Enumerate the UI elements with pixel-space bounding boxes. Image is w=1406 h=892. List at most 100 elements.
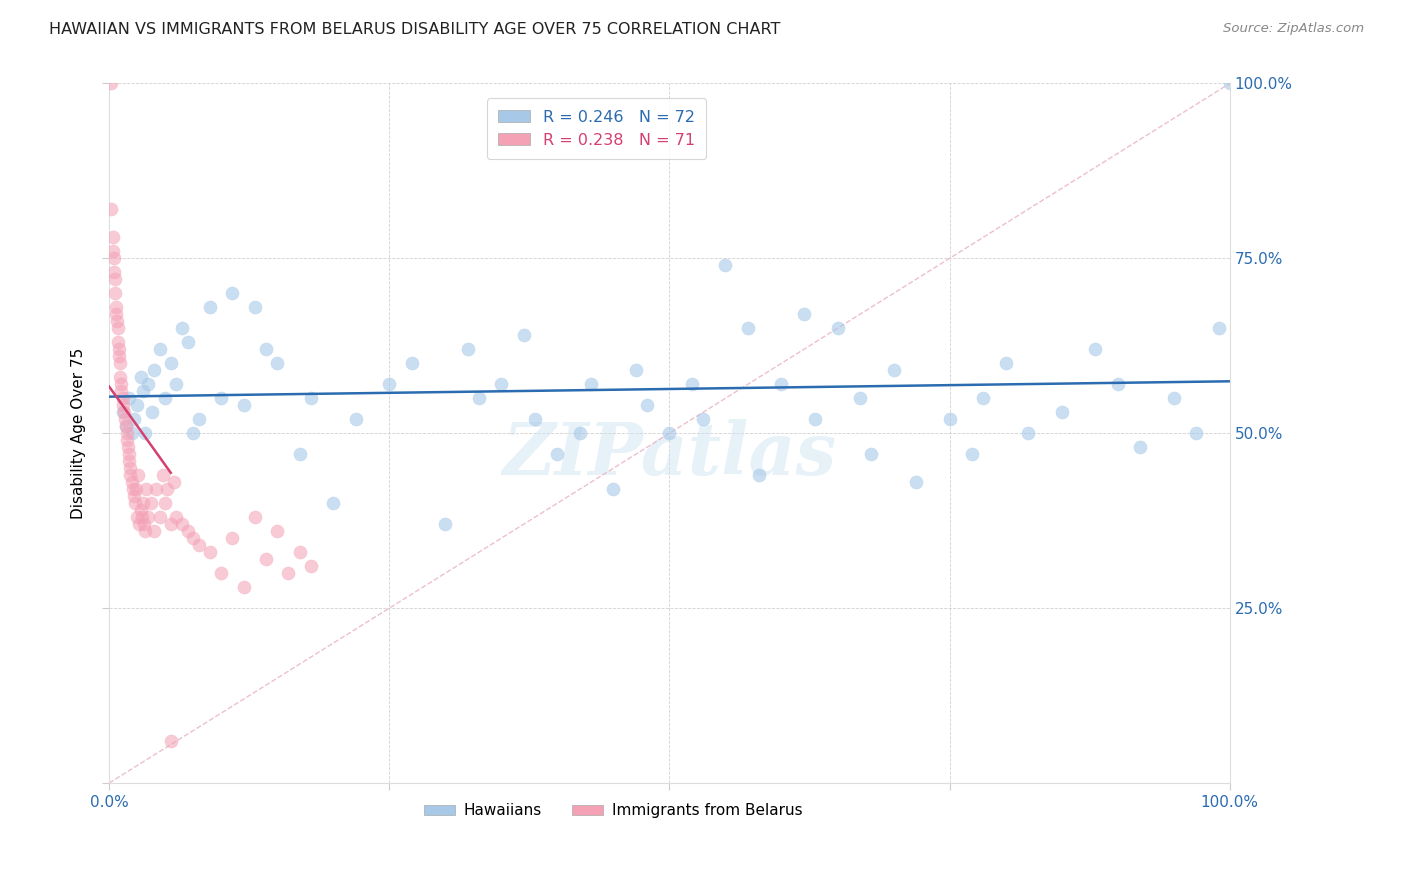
Point [153,391,176,405]
Point [121,426,143,441]
Point [714,258,737,272]
Point [129,503,152,517]
Point [124,496,146,510]
Point [170,517,193,532]
Point [100,202,122,217]
Point [523,412,546,426]
Point [104,272,127,286]
Text: ZIPatlas: ZIPatlas [502,418,837,490]
Point [100,77,122,91]
Point [138,510,160,524]
Point [115,426,138,441]
Point [121,482,143,496]
Point [165,510,187,524]
Point [165,377,187,392]
Point [681,377,703,392]
Point [277,566,299,581]
Point [129,370,152,384]
Point [131,510,153,524]
Point [120,468,142,483]
Point [118,391,141,405]
Point [457,343,479,357]
Point [938,412,960,426]
Point [115,434,138,448]
Point [112,405,135,419]
Point [103,265,125,279]
Point [105,314,128,328]
Point [176,335,198,350]
Point [994,356,1017,370]
Point [1208,321,1230,335]
Point [121,475,143,490]
Point [132,496,155,510]
Point [804,412,827,426]
Point [209,391,232,405]
Point [1017,426,1039,441]
Point [107,343,129,357]
Point [849,391,872,405]
Legend: Hawaiians, Immigrants from Belarus: Hawaiians, Immigrants from Belarus [418,797,808,824]
Point [149,343,172,357]
Point [104,301,127,315]
Point [127,510,149,524]
Point [132,517,155,532]
Point [105,307,128,321]
Point [636,398,658,412]
Point [110,377,132,392]
Point [1084,343,1107,357]
Text: Source: ZipAtlas.com: Source: ZipAtlas.com [1223,22,1364,36]
Point [111,405,134,419]
Point [491,377,513,392]
Point [125,482,148,496]
Point [860,447,883,461]
Point [112,398,135,412]
Point [101,230,124,244]
Point [110,384,132,399]
Point [143,363,166,377]
Y-axis label: Disability Age Over 75: Disability Age Over 75 [72,348,86,519]
Point [221,531,243,545]
Point [198,545,221,559]
Point [1219,77,1241,91]
Point [883,363,905,377]
Point [114,412,136,426]
Point [122,489,145,503]
Point [141,405,163,419]
Point [658,426,681,441]
Point [170,321,193,335]
Point [111,391,134,405]
Point [152,468,174,483]
Point [904,475,927,490]
Point [266,524,288,538]
Point [153,496,176,510]
Point [181,426,204,441]
Point [115,419,138,434]
Point [299,559,322,574]
Point [770,377,793,392]
Point [181,531,204,545]
Point [579,377,602,392]
Point [198,301,221,315]
Point [118,454,141,468]
Point [159,356,181,370]
Point [132,384,155,399]
Point [107,335,129,350]
Point [134,524,156,538]
Point [401,356,423,370]
Point [159,517,181,532]
Point [110,370,132,384]
Point [127,398,149,412]
Point [288,447,311,461]
Point [108,356,131,370]
Point [568,426,591,441]
Point [104,286,127,301]
Point [322,496,344,510]
Point [122,412,145,426]
Point [149,510,172,524]
Point [737,321,759,335]
Point [145,482,167,496]
Point [243,301,266,315]
Point [139,496,162,510]
Text: HAWAIIAN VS IMMIGRANTS FROM BELARUS DISABILITY AGE OVER 75 CORRELATION CHART: HAWAIIAN VS IMMIGRANTS FROM BELARUS DISA… [49,22,780,37]
Point [232,580,254,594]
